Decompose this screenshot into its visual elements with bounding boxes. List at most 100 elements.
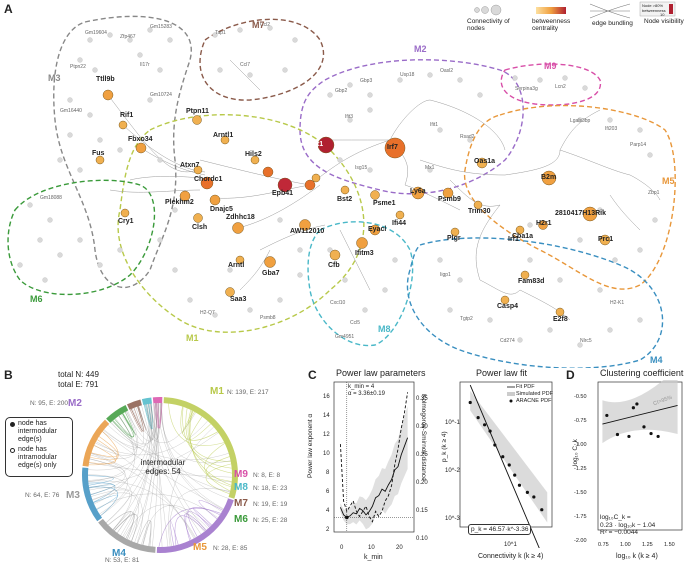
module-label-m1: M1 [186, 333, 199, 343]
hub-label-casp4: Casp4 [497, 303, 518, 310]
d-ytick: -0.75 [574, 418, 587, 424]
hub-label-oas1a: Oas1a [474, 158, 495, 165]
chord-label-m6: M6 [234, 514, 248, 525]
hub-node [193, 116, 202, 125]
hub-node [396, 211, 404, 219]
c-left-ytick: 16 [323, 394, 330, 400]
c-right-legend: Fit PDF Simulated PDF ARACNE PDF [516, 384, 553, 405]
d-ytick: -1.50 [574, 490, 587, 496]
gene-label: H2-K1 [610, 300, 624, 306]
hub-label-2810417h13rik: 2810417H13Rik [555, 210, 606, 217]
c-left-y2tick: 0.25 [416, 452, 428, 458]
legend-size-medium [482, 7, 489, 14]
legend-size-large [491, 5, 501, 15]
chord-stats-m8: N: 18, E: 23 [253, 485, 287, 492]
chord-stats-m1: N: 139, E: 217 [227, 389, 269, 396]
aracne-point [493, 443, 496, 446]
chord-link-inter [96, 442, 194, 539]
module-label-m6: M6 [30, 294, 43, 304]
d-ytick: -1.00 [574, 442, 587, 448]
c-right-ytick: 10^-3 [445, 516, 460, 522]
gene-label: Ifit1 [430, 122, 438, 128]
hub-label-stat1: Stat1 [306, 141, 323, 148]
hub-label-psme1: Psme1 [373, 200, 396, 207]
d-equation: log₁₀C_k = 0.23 · log₁₀k − 1.04 R² = −0.… [600, 514, 655, 537]
legend-inter-label: node has intermodular edge(s) [18, 420, 70, 444]
hub-label-ttll9b: Ttll9b [96, 76, 115, 83]
hub-label-ly6a: Ly6a [410, 188, 426, 195]
hub-label-fbxo34: Fbxo34 [128, 136, 153, 143]
hub-label-fus: Fus [92, 150, 104, 157]
gene-label: Gbp2 [335, 88, 347, 94]
c-left-ytick: 4 [326, 508, 329, 514]
clustering-point [642, 425, 645, 428]
gene-label: Ptpn22 [70, 64, 86, 70]
clustering-point [627, 435, 630, 438]
c-left-xlabel: k_min [364, 554, 383, 561]
c-right-formula: p_k = 46.57·k^-3.36 [468, 524, 531, 535]
c-left-y2label: Kolmogorov-Smirnov distance [420, 394, 427, 504]
hub-label-hils2: Hils2 [245, 151, 262, 158]
total-n: total N: 449 [58, 370, 99, 379]
clustering-point [635, 402, 638, 405]
hub-label-irf7: Irf7 [387, 144, 398, 151]
chord-stats-m9: N: 8, E: 8 [253, 472, 280, 479]
module-label-m2: M2 [414, 44, 427, 54]
c-right-ytick: 10^-2 [445, 468, 460, 474]
gene-label: Mx1 [425, 165, 434, 171]
c-left-xtick-2: 20 [396, 545, 403, 551]
d-ytick: -2.00 [574, 538, 587, 544]
c-left-title: Power law parameters [336, 368, 426, 378]
c-left-y2tick: 0.30 [416, 424, 428, 430]
module-label-m9: M9 [544, 61, 557, 71]
d-xtick: 1.50 [664, 542, 675, 548]
c-left-xtick-1: 10 [368, 545, 375, 551]
gene-label: Ifi203 [605, 126, 617, 132]
hub-node [556, 308, 564, 316]
hub-label-clsh: Clsh [192, 224, 207, 231]
gene-label: Nlrc5 [580, 338, 592, 344]
hub-label-e2f8: E2f8 [553, 316, 568, 323]
gene-label: Tap1 [215, 30, 226, 36]
gene-label: Parp14 [630, 142, 646, 148]
gene-label: Gm16440 [60, 108, 82, 114]
d-xtick: 0.75 [598, 542, 609, 548]
chord-stats-m2: N: 95, E: 200 [30, 400, 68, 407]
hub-label-eyacl: Eyacl [368, 226, 386, 233]
c-left-ytick: 12 [323, 432, 330, 438]
hub-label-cry1: Cry1 [118, 218, 134, 225]
hub-label-aw112010: AW112010 [290, 228, 324, 235]
clustering-point [605, 414, 608, 417]
module-outline-m2 [300, 60, 523, 194]
chord-link-inter [96, 494, 218, 518]
c-right-title: Power law fit [476, 368, 527, 378]
c-left-y2tick: 0.15 [416, 508, 428, 514]
gene-label: Ccl7 [240, 62, 250, 68]
d-eq-line3: R² = −0.0044 [600, 529, 655, 537]
alpha-ci-band [340, 406, 407, 529]
gene-label: Usp18 [400, 72, 414, 78]
hub-label-bst2: Bst2 [337, 196, 352, 203]
clustering-point [649, 432, 652, 435]
module-label-m4: M4 [650, 355, 663, 365]
gene-label: Isg15 [355, 165, 367, 171]
c-left-xtick-0: 0 [340, 545, 343, 551]
hub-node [263, 167, 273, 177]
c-left-y2tick: 0.10 [416, 536, 428, 542]
clustering-point [632, 406, 635, 409]
aracne-point [469, 401, 472, 404]
hub-node [233, 223, 244, 234]
module-label-m8: M8 [378, 324, 391, 334]
gene-label: Cd274 [500, 338, 515, 344]
hub-node [96, 156, 104, 164]
d-ytick: -0.50 [574, 394, 587, 400]
panel-b-letter: B [4, 368, 13, 382]
gene-label: Gbp3 [360, 78, 372, 84]
network-graph [0, 0, 685, 368]
d-xlabel: log₁₀ k (k ≥ 4) [616, 553, 658, 560]
module-label-m5: M5 [662, 176, 675, 186]
d-eq-line1: log₁₀C_k = [600, 514, 655, 522]
chord-link-inter [91, 455, 126, 494]
hub-label-atxn7: Atxn7 [180, 162, 199, 169]
hub-label-arntl: Arntl [228, 262, 244, 269]
